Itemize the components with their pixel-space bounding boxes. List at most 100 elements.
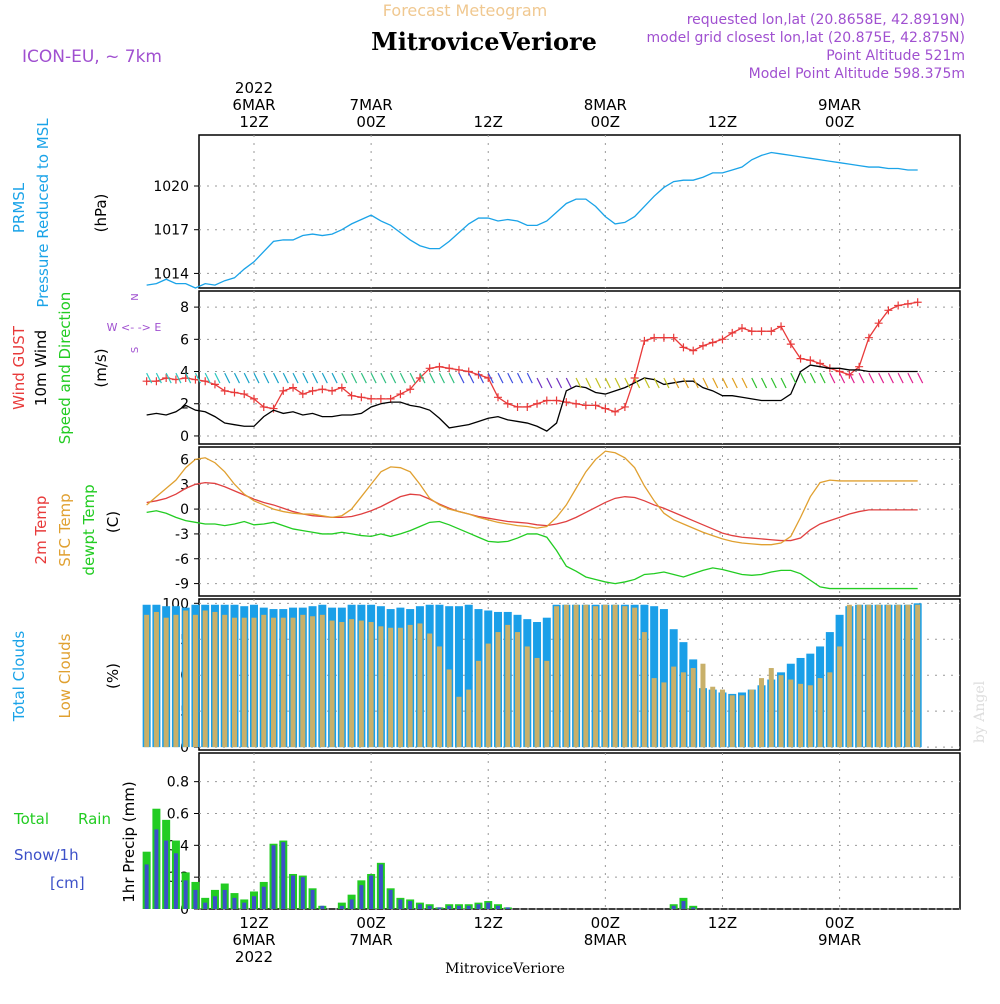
title-faint: Forecast Meteogram [383,1,547,20]
low-cloud-bar [436,646,442,748]
low-cloud-bar [680,672,686,748]
snow-bar [378,864,383,909]
gust-marker [279,386,288,395]
total-label: Total [13,810,49,828]
total-cloud-bar [659,609,668,748]
temp-frame [198,446,961,597]
wind-arrow [751,377,758,389]
pressure-panel: 1014 1017 1020 [146,134,961,289]
low-cloud-bar [622,606,628,748]
bottom-axis-label: 00Z [591,914,620,932]
precip-ylabel: 1hr Precip (mm) [120,781,138,902]
gust-marker [425,364,434,373]
wind-arrow [341,372,348,384]
snow-bar [476,904,481,909]
pressure-unit-label: (hPa) [92,194,110,233]
low-cloud-bar [583,604,589,748]
wind-arrow [653,377,660,389]
snow-bar [369,875,374,909]
series-line-prmsl [146,151,918,289]
gust-marker [728,328,737,337]
wind-arrow [409,372,416,384]
low-cloud-bar [749,689,755,748]
gust-marker [503,399,512,408]
gust-marker [591,401,600,410]
top-axis-label: 00Z [356,113,385,131]
rain-bar [337,902,346,909]
gust-marker [903,299,912,308]
low-cloud-bar [153,611,159,748]
gust-marker [269,404,278,413]
wind-arrow [155,372,162,384]
wind-arrow [643,377,650,389]
gust-marker [581,401,590,410]
gust-marker [347,391,356,400]
gust-marker [220,386,229,395]
wind-arrow [546,377,553,389]
y-tick-label: 0 [180,502,189,518]
gust-marker [747,327,756,336]
low-cloud-bar [690,668,696,748]
low-cloud-bar [641,632,647,748]
snow-bar [447,905,452,909]
wind-arrow [312,372,319,384]
gust-marker [718,335,727,344]
top-axis-label: 7MAR [350,96,393,114]
low-cloud-bar [563,604,569,748]
bottom-axis-label: 12Z [708,914,737,932]
y-tick-label: 1020 [153,179,189,195]
low-cloud-bar [388,627,394,748]
gust-marker [513,402,522,411]
snow-bar [300,877,305,909]
series-line-wind-gust [146,301,918,413]
gust-marker [396,390,405,399]
gust-marker [777,322,786,331]
series-line-10m-wind [146,364,918,432]
gust-marker [406,385,415,394]
wind-arrow [233,372,241,384]
y-tick-label: 4 [180,365,189,381]
wind-arrow [536,377,543,389]
gust-marker [142,377,151,386]
wind-arrow [741,377,748,389]
gust-marker [640,336,649,345]
top-axis-label: 8MAR [584,96,627,114]
low-cloud-bar [339,622,345,748]
low-cloud-bar [192,614,198,748]
gust-marker [698,341,707,350]
gust-marker [542,396,551,405]
snow-bar [417,904,422,909]
y-tick-label: -9 [175,577,189,593]
low-cloud-bar [602,604,608,748]
y-tick-label: 2 [180,397,189,413]
wind-arrow [526,372,533,384]
snow-bar [144,864,149,909]
low-cloud-bar [856,604,862,748]
gust-marker [601,404,610,413]
wind-arrow [370,372,377,384]
wind-arrow [673,377,680,389]
wind-arrow [253,372,260,384]
wind-arrow [848,372,855,384]
low-cloud-bar [144,614,150,748]
snow-bar [486,902,491,909]
wind-arrow [487,372,494,384]
wind-arrow [497,372,504,384]
bottom-axis-label: 7MAR [350,931,393,949]
top-axis-label: 9MAR [818,96,861,114]
wind-arrow [780,377,787,389]
low-cloud-bar [651,678,657,748]
gust-marker [298,390,307,399]
gust-marker [796,354,805,363]
wind-arrow [760,377,768,389]
gust-marker [445,364,454,373]
low-cloud-bar [710,686,716,748]
low-cloud-bar [788,679,794,748]
gust-marker [572,399,581,408]
low-cloud-bar [485,643,491,748]
bottom-axis-label: 9MAR [818,931,861,949]
low-cloud-bar [885,604,891,748]
wind-arrow [185,372,192,384]
snow-bar [339,905,344,909]
snow-bar [183,880,188,909]
